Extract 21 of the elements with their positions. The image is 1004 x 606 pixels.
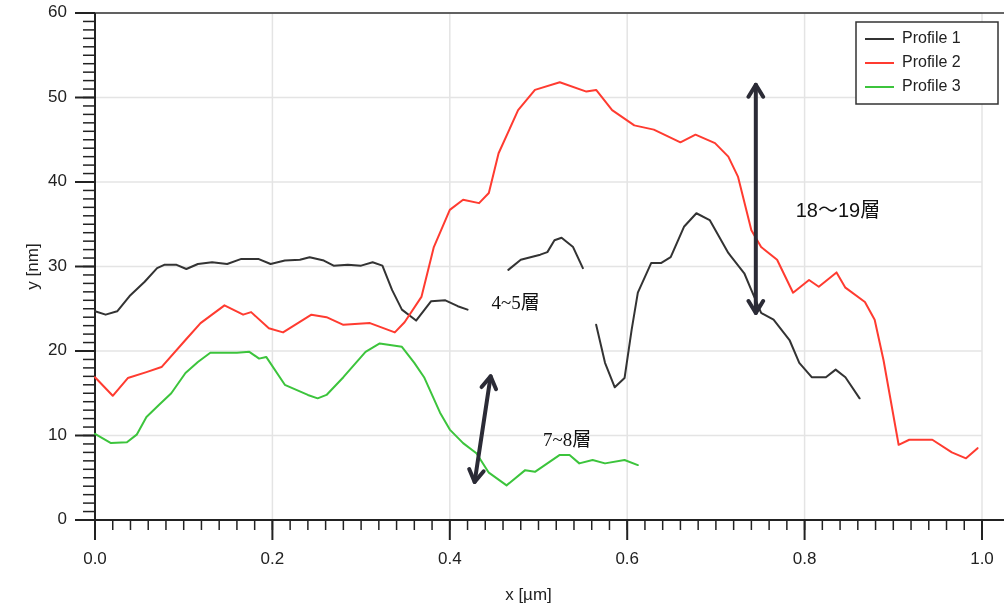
legend-label: Profile 2 xyxy=(902,53,961,71)
x-tick-label: 0.0 xyxy=(83,549,107,568)
legend-label: Profile 3 xyxy=(902,77,961,95)
y-tick-label: 30 xyxy=(48,255,67,275)
x-tick-label: 0.8 xyxy=(792,549,817,568)
legend-label: Profile 1 xyxy=(902,29,961,47)
annotation: 18～19層 xyxy=(795,198,881,221)
y-axis-title: y [nm] xyxy=(23,243,42,290)
y-tick-label: 50 xyxy=(48,86,67,106)
x-tick-label: 0.6 xyxy=(615,549,640,568)
x-tick-label: 1.0 xyxy=(970,549,994,568)
y-tick-label: 60 xyxy=(48,2,67,22)
annotation: 4~5層 xyxy=(491,291,540,313)
annotation: 7~8層 xyxy=(542,428,592,450)
y-tick-label: 10 xyxy=(48,424,67,444)
y-tick-label: 40 xyxy=(48,171,67,191)
x-tick-label: 0.4 xyxy=(437,549,462,568)
y-tick-label: 0 xyxy=(57,509,67,529)
x-tick-label: 0.2 xyxy=(260,549,285,568)
y-tick-label: 20 xyxy=(48,340,67,360)
x-axis-title: x [µm] xyxy=(505,585,552,604)
